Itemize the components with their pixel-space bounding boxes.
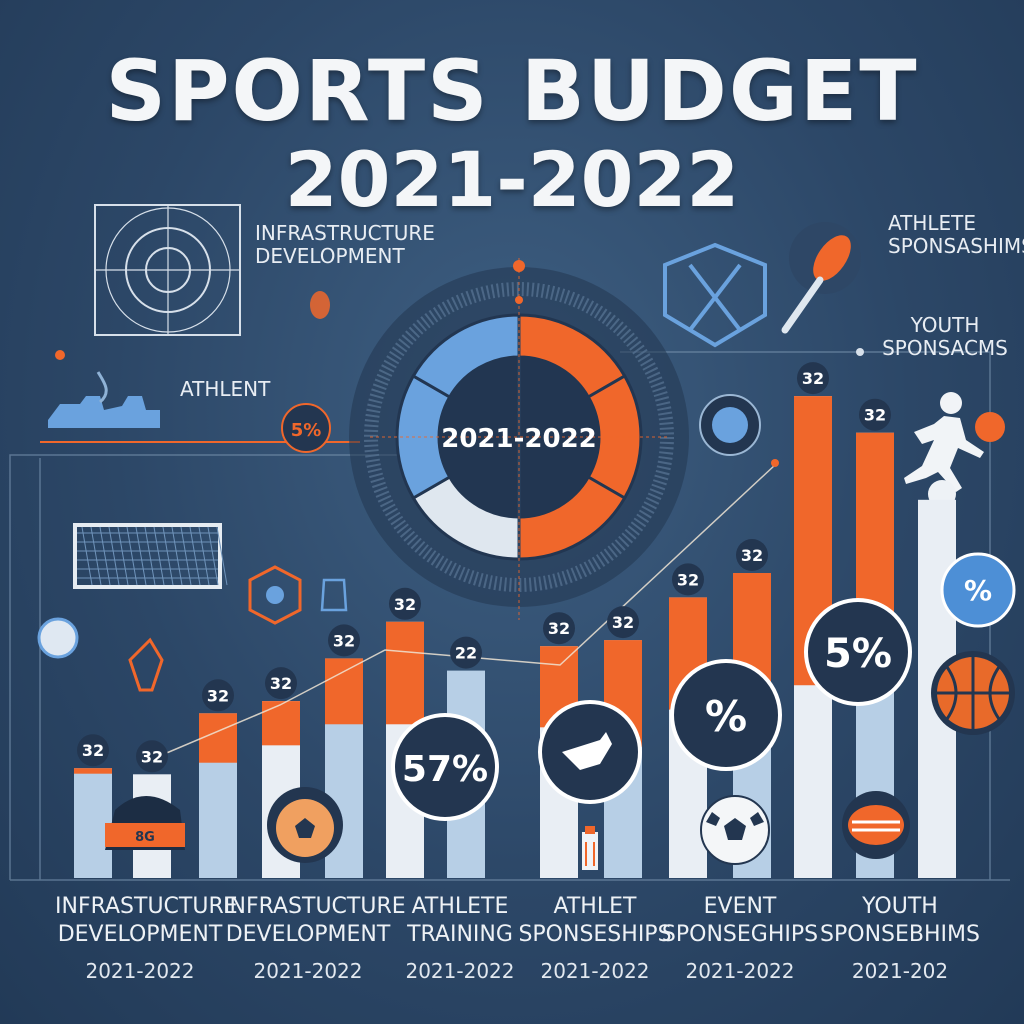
bar-label-badge [736, 539, 768, 571]
category-name: ATHLET SPONSESHIPS [518, 894, 672, 947]
bar-label-badge [389, 587, 421, 620]
callout-infrastructure: INFRASTRUCTURE DEVELOPMENT [255, 221, 435, 268]
runner-icon [904, 392, 984, 492]
bar-label-badge [797, 362, 829, 395]
scoreboard-icon: 8G [105, 796, 185, 850]
category-name: ATHLETE TRAINING [407, 894, 513, 947]
category-label: ATHLET SPONSESHIPS 2021-2022 [510, 893, 680, 985]
bar-label-badge [543, 612, 575, 645]
category-name: YOUTH SPONSEBHIMS [820, 894, 980, 947]
bar-label: 32 [677, 570, 699, 589]
bar-label-badge [607, 606, 639, 639]
category-label: INFRASTUCTURE DEVELOPMENT 2021-2022 [223, 893, 406, 985]
trend-line [149, 464, 776, 761]
bar-label: 32 [612, 613, 634, 632]
bar-highlight [199, 713, 237, 763]
bar-label-badge [328, 624, 360, 657]
football-icon [842, 791, 910, 859]
bar-label-badge [136, 740, 168, 773]
shoe-icon [48, 396, 160, 428]
bar-label: 32 [548, 619, 570, 638]
hexagon-icon [248, 565, 302, 625]
callout-athlent: ATHLENT [180, 377, 271, 401]
category-name: INFRASTUCTURE DEVELOPMENT [55, 894, 238, 947]
bar-label: 32 [207, 686, 229, 705]
bar-highlight [386, 621, 424, 725]
callout-athlete-sponsorships: ATHLETE SPONSASHIMS [888, 211, 1024, 258]
bar-label-badge [672, 563, 704, 596]
badge-shuttlecock [538, 700, 642, 804]
category-year: 2021-2022 [85, 959, 195, 983]
category-label: INFRASTUCTURE DEVELOPMENT 2021-2022 [55, 893, 238, 985]
bar-highlight [262, 701, 300, 746]
bar-label: 22 [455, 644, 477, 663]
donut-chart: 2021-2022 [349, 258, 689, 620]
badminton-icon [128, 637, 164, 692]
page-title: SPORTS BUDGET [105, 42, 919, 140]
racket-icon [781, 222, 861, 334]
badge-left-small-label: 5% [291, 420, 322, 441]
dot-decoration [55, 350, 65, 360]
donut-center-label: 2021-2022 [441, 424, 597, 454]
category-label: ATHLETE TRAINING 2021-2022 [375, 893, 545, 985]
donut-segments [395, 313, 643, 561]
tennis-ball-icon [37, 617, 79, 659]
page-subtitle: 2021-2022 [284, 135, 740, 224]
bar-label: 32 [802, 369, 824, 388]
goal-net-icon [73, 523, 228, 589]
badge-left-small: 5% [281, 403, 331, 453]
bar-label-badge [77, 734, 109, 767]
svg-text:8G: 8G [135, 830, 155, 845]
basketball-icon [931, 651, 1015, 735]
whistle-cord-icon [96, 371, 108, 404]
category-year: 2021-2022 [540, 959, 650, 983]
badge-center-label: 57% [402, 749, 488, 790]
shuttlecock-icon [562, 732, 612, 770]
bar-label-badge [450, 636, 482, 669]
soccer-ball-white-icon [700, 795, 770, 865]
badge-center: 57% [391, 713, 499, 821]
category-year: 2021-2022 [253, 959, 363, 983]
trend-end-dot [771, 459, 779, 467]
bar-label: 32 [333, 631, 355, 650]
water-bottle-icon [582, 826, 598, 870]
bar-label: 32 [394, 595, 416, 614]
badge-right-label: 5% [824, 631, 892, 677]
soccer-ball-icon [267, 787, 343, 863]
bar-label: 32 [270, 674, 292, 693]
dot-decoration [856, 348, 864, 356]
category-year: 2021-202 [851, 959, 949, 983]
target-board-icon [94, 204, 241, 336]
shield-icon [663, 242, 767, 348]
bar-label: 32 [741, 546, 763, 565]
category-name: INFRASTUCTURE DEVELOPMENT [223, 894, 406, 947]
bar-label-badge [202, 679, 234, 712]
category-label: YOUTH SPONSEBHIMS 2021-202 [815, 893, 985, 985]
badge-right: 5% [804, 598, 912, 706]
bar-label: 32 [82, 741, 104, 760]
badge-mid-right-label: % [705, 692, 747, 741]
badge-whistle [699, 394, 761, 456]
ball-icon [310, 291, 330, 319]
bar-highlight [74, 768, 112, 774]
basketball-mini-icon [975, 412, 1005, 442]
category-year: 2021-2022 [405, 959, 515, 983]
bar-label-badge [859, 398, 891, 431]
category-year: 2021-2022 [685, 959, 795, 983]
category-label: EVENT SPONSEGHIPS 2021-2022 [655, 893, 825, 985]
bar-label-badge [265, 667, 297, 700]
category-name: EVENT SPONSEGHIPS [661, 894, 819, 947]
bar-highlight [325, 658, 363, 725]
badge-far-right: % [940, 552, 1016, 628]
bar-labels: 32 32 32 32 32 32 22 32 32 32 32 32 32 [77, 362, 891, 773]
callout-youth-sponsorships: YOUTH SPONSACMS [882, 313, 1008, 360]
badge-far-right-label: % [964, 574, 992, 607]
badge-mid-right: % [670, 659, 782, 771]
bar-label: 32 [864, 406, 886, 425]
bottle-icon [320, 578, 348, 612]
bar-label: 32 [141, 747, 163, 766]
